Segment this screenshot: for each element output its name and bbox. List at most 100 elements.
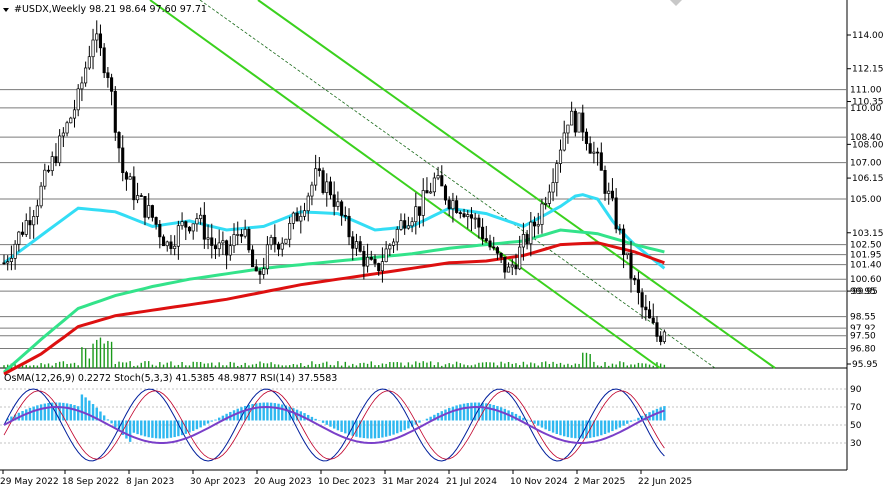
price-label-box <box>848 83 884 95</box>
volume-bar <box>389 361 391 368</box>
price-label-box <box>848 322 884 334</box>
shift-marker-icon[interactable] <box>670 0 682 6</box>
candle-body <box>95 33 99 41</box>
volume-bar <box>455 361 458 368</box>
volume-bar <box>481 362 484 368</box>
volume-bar <box>470 365 473 368</box>
candle-body <box>469 214 474 219</box>
osma-bar <box>429 416 432 421</box>
volume-bar <box>496 365 499 368</box>
osma-bar <box>537 420 540 426</box>
candle-body <box>121 147 125 174</box>
candle-body <box>195 218 199 225</box>
candle-body <box>43 169 47 187</box>
osma-bar <box>136 420 139 435</box>
price-label: 97.92 <box>850 324 876 334</box>
volume-bar <box>422 361 424 368</box>
osma-bar <box>132 420 136 433</box>
x-tick-label: 10 Nov 2024 <box>510 477 568 487</box>
osma-bar <box>39 404 43 421</box>
osma-bar <box>147 420 150 438</box>
osma-bar <box>611 420 614 432</box>
osma-bar <box>451 406 455 421</box>
moving-averages <box>3 193 666 376</box>
candle-body <box>273 237 277 245</box>
candle-body <box>484 238 488 242</box>
osma-bar <box>169 420 173 438</box>
volume-bar <box>311 361 313 368</box>
candle-body <box>458 212 462 215</box>
y-tick-label: 112.15 <box>852 65 884 75</box>
osma-bar <box>236 408 239 421</box>
volume-bar <box>251 364 254 368</box>
osma-bar <box>559 420 562 436</box>
osma-bar <box>581 420 584 439</box>
osc-level-label: 30 <box>850 439 862 449</box>
candle-body <box>622 228 626 255</box>
price-label-box <box>848 285 884 297</box>
candle-body <box>573 110 577 133</box>
price-label-box <box>848 193 884 205</box>
candle-body <box>69 117 73 124</box>
volume-bar <box>378 365 380 368</box>
volume-bar <box>14 364 16 368</box>
candle-body <box>384 248 388 262</box>
osma-bar <box>284 405 288 421</box>
candle-body <box>451 200 455 210</box>
volume-bar <box>303 365 306 368</box>
candle-body <box>636 279 640 293</box>
volume-bar <box>288 365 291 368</box>
y-tick-label: 114.00 <box>852 31 884 41</box>
volume-bar <box>270 362 272 368</box>
candle-body <box>325 181 329 193</box>
volume-bar <box>3 365 5 368</box>
candle-body <box>436 175 440 179</box>
volume-bar <box>125 362 128 368</box>
price-label-box <box>848 310 884 322</box>
candle-body <box>596 151 600 154</box>
volume-bar <box>114 364 116 368</box>
osma-bar <box>373 420 377 439</box>
candle-body <box>566 124 570 134</box>
volume-bar <box>429 361 432 368</box>
y-axis-ticks: 114.00 112.15 110.35 108.00 106.15 103.15 99.9… <box>847 31 884 370</box>
volume-bar <box>133 365 135 368</box>
candle-body <box>499 252 503 258</box>
volume-bar <box>593 361 595 368</box>
volume-bar <box>274 364 276 368</box>
candle-body <box>414 206 418 223</box>
volume-bar <box>147 361 150 368</box>
candle-body <box>351 236 355 249</box>
osma-bar <box>614 420 618 430</box>
volume-bar <box>188 365 191 368</box>
volume-bar <box>478 362 480 368</box>
y-tick-label: 108.00 <box>852 140 884 150</box>
osma-bar <box>195 420 199 430</box>
candle-body <box>136 195 140 201</box>
stoch-signal-line <box>3 390 665 460</box>
candle-body <box>206 237 210 240</box>
osma-bar <box>188 420 191 433</box>
osma-bar <box>28 407 32 421</box>
candle-body <box>395 229 399 243</box>
collapse-arrow-icon[interactable] <box>3 8 9 12</box>
osma-bar <box>154 420 158 439</box>
volume-bar <box>615 364 617 368</box>
candle-body <box>2 262 6 265</box>
osma-bar <box>277 403 280 421</box>
volume-bar <box>366 363 369 368</box>
candle-body <box>406 225 410 229</box>
volume-bar <box>203 363 206 368</box>
candle-body <box>239 234 243 237</box>
candle-body <box>65 122 69 134</box>
candle-body <box>417 206 422 216</box>
volume-bar <box>552 361 554 368</box>
osma-bar <box>481 402 484 421</box>
volume-bar <box>326 361 328 368</box>
volume-bar <box>403 365 406 368</box>
candle-body <box>373 259 377 264</box>
candle-body <box>247 228 251 251</box>
volume-bar <box>645 363 647 368</box>
candle-body <box>46 169 51 172</box>
